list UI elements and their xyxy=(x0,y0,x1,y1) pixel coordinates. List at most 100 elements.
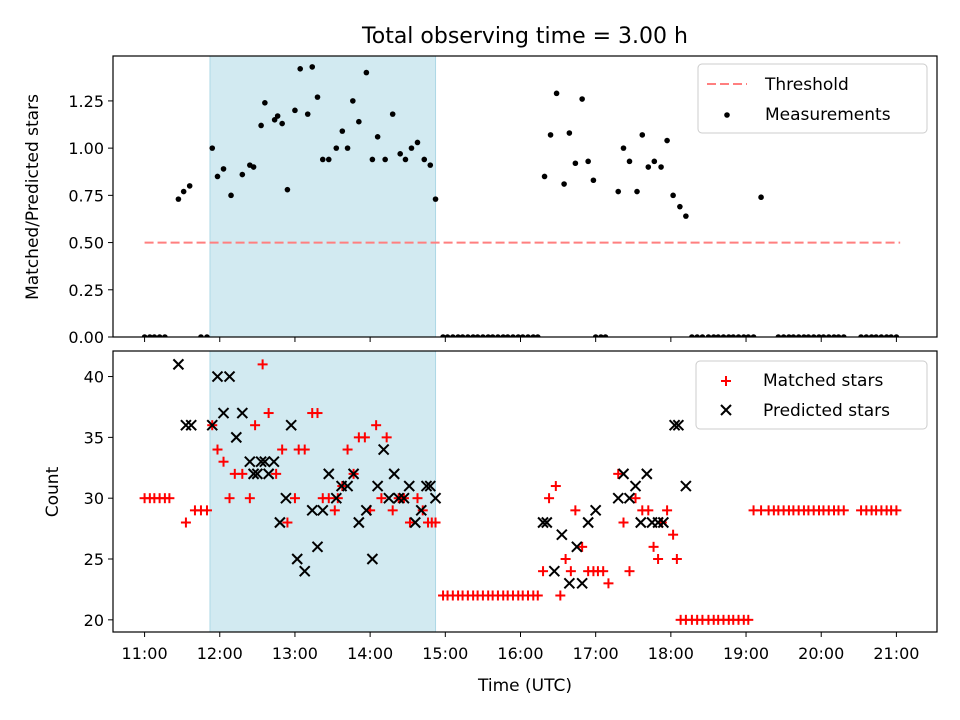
predicted-stars-point xyxy=(409,516,421,529)
measurement-point xyxy=(402,156,409,163)
y-tick-label: 1.00 xyxy=(68,139,104,158)
measurement-point xyxy=(339,128,346,134)
measurement-point xyxy=(530,334,537,337)
measurement-point xyxy=(356,118,362,125)
x-tick-label: 11:00 xyxy=(122,644,168,663)
y-tick-label: 0.75 xyxy=(68,186,104,205)
measurement-marks xyxy=(141,64,900,337)
matched-stars-point xyxy=(277,444,288,455)
predicted-stars-point xyxy=(668,419,681,431)
measurement-point xyxy=(470,334,476,337)
x-tick-label: 20:00 xyxy=(798,644,844,663)
measurement-point xyxy=(198,334,204,337)
measurement-point xyxy=(840,334,847,337)
measurement-point xyxy=(780,334,787,337)
matched-stars-point xyxy=(257,359,268,370)
measurement-point xyxy=(888,334,894,337)
measurement-point xyxy=(350,98,356,104)
bottom-legend: Matched stars Predicted stars xyxy=(695,360,928,430)
measurement-point xyxy=(883,334,890,337)
predicted-stars-point xyxy=(641,468,653,480)
matched-stars-point xyxy=(671,554,682,565)
y-tick-label: 20 xyxy=(84,611,104,630)
matched-stars-point xyxy=(668,529,679,540)
measurement-point xyxy=(239,171,246,178)
measurement-point xyxy=(474,334,481,337)
measurement-point xyxy=(730,334,737,337)
legend-label: Matched stars xyxy=(763,371,883,391)
predicted-stars-point xyxy=(589,504,602,517)
measurement-point xyxy=(304,111,311,117)
measurement-point xyxy=(459,334,466,337)
matched-stars-point xyxy=(164,493,175,504)
measurement-point xyxy=(816,334,822,337)
measurement-point xyxy=(444,334,451,337)
measurement-point xyxy=(147,334,153,337)
measurement-point xyxy=(825,334,832,337)
predicted-stars-point xyxy=(680,480,692,492)
measurement-point xyxy=(141,334,148,337)
measurement-point xyxy=(835,334,842,337)
measurement-point xyxy=(805,334,812,337)
x-tick-label: 12:00 xyxy=(197,644,243,663)
measurement-point xyxy=(677,203,683,210)
top-legend: Threshold Measurements xyxy=(697,63,928,134)
predicted-stars-point xyxy=(415,504,427,517)
matched-stars-point xyxy=(577,541,588,552)
measurement-point xyxy=(209,145,216,151)
measurement-point xyxy=(186,183,193,189)
measurement-point xyxy=(801,334,807,337)
measurement-point xyxy=(258,122,264,129)
measurement-point xyxy=(250,164,257,170)
matched-stars-point xyxy=(329,505,340,516)
measurement-point xyxy=(758,194,764,201)
measurement-point xyxy=(408,145,415,151)
predicted-stars-point xyxy=(635,516,647,529)
shaded-span-rect xyxy=(209,56,437,337)
measurement-point xyxy=(450,334,456,337)
matched-stars-point xyxy=(544,493,555,504)
measurement-point xyxy=(602,334,609,337)
y-tick-label: 25 xyxy=(84,550,104,569)
predicted-stars-point xyxy=(537,516,549,529)
matched-stars-point xyxy=(218,456,229,467)
measurement-point xyxy=(620,145,627,151)
matched-stars-point xyxy=(376,493,387,504)
matched-stars-point xyxy=(618,517,629,528)
measurement-point xyxy=(541,173,548,180)
measurement-point xyxy=(175,196,182,202)
predicted-stars-point xyxy=(366,553,379,565)
measurement-point xyxy=(162,334,168,337)
observing-span xyxy=(209,351,437,632)
measurement-point xyxy=(878,334,885,337)
top-x-ticks xyxy=(144,337,897,342)
measurement-point xyxy=(651,158,658,165)
measurement-point xyxy=(220,166,227,172)
measurement-point xyxy=(485,334,491,337)
predicted-stars-point xyxy=(323,468,335,480)
predicted-stars-point xyxy=(259,455,271,468)
measurement-point xyxy=(566,130,573,136)
matched-stars-point xyxy=(404,517,415,528)
measurement-point xyxy=(639,132,646,138)
matched-stars-point xyxy=(387,505,398,516)
predicted-stars-point xyxy=(280,492,292,504)
measurement-point xyxy=(504,334,511,337)
predicted-stars-point xyxy=(429,492,442,504)
predicted-stars-point xyxy=(206,419,218,431)
measurement-point xyxy=(873,334,879,337)
measurement-point xyxy=(705,334,712,337)
y-tick-label: 1.25 xyxy=(68,92,104,111)
measurement-point xyxy=(795,334,802,337)
predicted-stars-point xyxy=(211,370,224,383)
measurement-point xyxy=(432,196,439,202)
matched-stars-point xyxy=(550,481,561,492)
predicted-stars-point xyxy=(388,468,400,480)
measurement-point xyxy=(592,334,599,337)
predicted-stars-point xyxy=(299,565,311,577)
star-count-marks xyxy=(139,358,902,625)
x-tick-label: 18:00 xyxy=(648,644,694,663)
measurement-point xyxy=(579,96,585,102)
measurement-point xyxy=(500,334,506,337)
measurement-point xyxy=(868,334,875,337)
